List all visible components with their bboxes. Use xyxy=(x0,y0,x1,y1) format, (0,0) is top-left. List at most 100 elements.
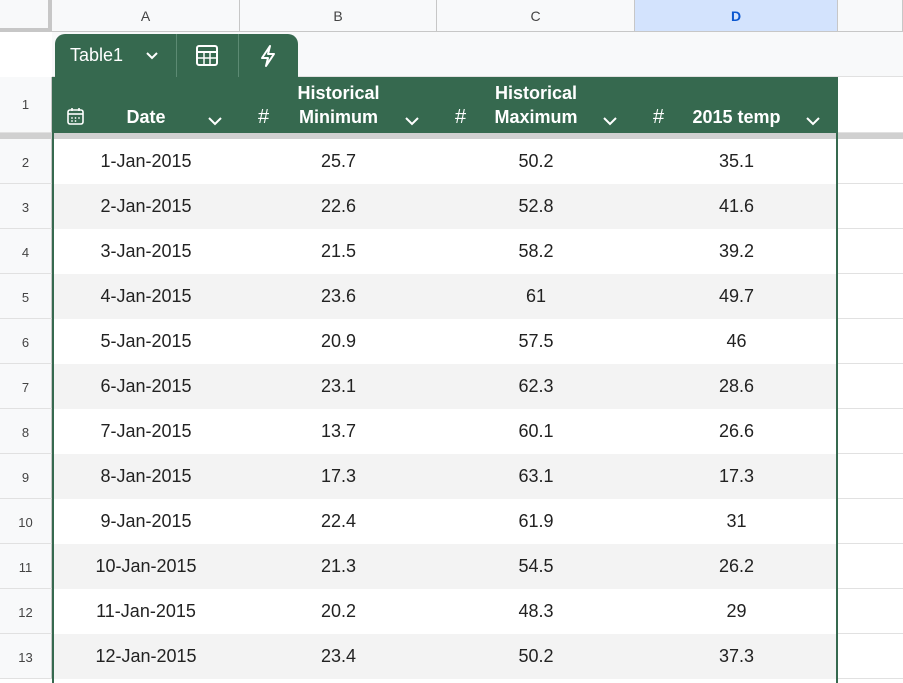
table-row xyxy=(53,544,837,589)
header-label[interactable]: Minimum xyxy=(299,107,378,127)
table-cell[interactable]: 5-Jan-2015 xyxy=(100,331,192,351)
chevron[interactable] xyxy=(805,114,821,126)
table-cell[interactable]: 48.3 xyxy=(518,601,554,621)
grid-line xyxy=(838,498,903,499)
table-cell[interactable]: 26.6 xyxy=(718,421,755,441)
table-row xyxy=(53,364,837,409)
header-label[interactable]: 2015 temp xyxy=(692,107,781,127)
table-cell[interactable]: 8-Jan-2015 xyxy=(100,466,192,486)
row-number[interactable]: 13 xyxy=(0,634,52,679)
table-cell[interactable]: 61 xyxy=(525,286,547,306)
table-cell[interactable]: 2-Jan-2015 xyxy=(100,196,192,216)
grid-line xyxy=(838,228,903,229)
table-cell[interactable]: 29 xyxy=(726,601,747,621)
grid-line xyxy=(838,588,903,589)
type-symbol: # xyxy=(258,106,270,128)
table-cell[interactable]: 22.6 xyxy=(320,196,357,216)
row-number[interactable]: 6 xyxy=(0,319,52,364)
table-cell[interactable]: 17.3 xyxy=(320,466,357,486)
table-row xyxy=(53,229,837,274)
table-cell[interactable]: 20.9 xyxy=(320,331,357,351)
table-cell[interactable]: 41.6 xyxy=(718,196,755,216)
lightning-icon[interactable] xyxy=(258,44,278,68)
table-cell[interactable]: 28.6 xyxy=(718,376,755,396)
table-cell[interactable]: 57.5 xyxy=(518,331,554,351)
table-name: Table1 xyxy=(70,45,124,65)
table-cell[interactable]: 3-Jan-2015 xyxy=(100,241,192,261)
table-tab[interactable]: Table1 xyxy=(55,34,298,77)
column-header[interactable]: D xyxy=(635,0,838,32)
grid-line xyxy=(838,318,903,319)
row-number[interactable]: 3 xyxy=(0,184,52,229)
column-header[interactable]: B xyxy=(240,0,437,32)
table-cell[interactable]: 11-Jan-2015 xyxy=(96,601,196,621)
divider xyxy=(176,34,177,77)
row-number[interactable]: 8 xyxy=(0,409,52,454)
table-cell[interactable]: 35.1 xyxy=(718,151,755,171)
row-number[interactable]: 10 xyxy=(0,499,52,544)
table-cell[interactable]: 46 xyxy=(726,331,747,351)
table-cell[interactable]: 23.6 xyxy=(320,286,357,306)
table-cell[interactable]: 21.5 xyxy=(320,241,357,261)
table-cell[interactable]: 60.1 xyxy=(518,421,554,441)
header-label[interactable]: Historical xyxy=(494,83,578,103)
table-cell[interactable]: 39.2 xyxy=(718,241,755,261)
grid-line xyxy=(838,453,903,454)
chevron[interactable] xyxy=(404,114,420,126)
table-cell[interactable]: 13.7 xyxy=(320,421,357,441)
table-cell[interactable]: 20.2 xyxy=(320,601,357,621)
table-cell[interactable]: 50.2 xyxy=(518,151,554,171)
table-cell[interactable]: 22.4 xyxy=(320,511,357,531)
grid-line xyxy=(838,633,903,634)
row-number[interactable]: 12 xyxy=(0,589,52,634)
row-number[interactable]: 9 xyxy=(0,454,52,499)
table-icon[interactable] xyxy=(195,44,221,68)
table-cell[interactable]: 21.3 xyxy=(320,556,357,576)
table-cell[interactable]: 61.9 xyxy=(518,511,554,531)
column-header[interactable]: A xyxy=(52,0,240,32)
table-cell[interactable]: 23.4 xyxy=(320,646,357,666)
row-number[interactable]: 11 xyxy=(0,544,52,589)
row-number[interactable]: 5 xyxy=(0,274,52,319)
table-cell[interactable]: 54.5 xyxy=(518,556,554,576)
table-cell[interactable]: 52.8 xyxy=(518,196,554,216)
chevron[interactable] xyxy=(602,114,618,126)
table-cell[interactable]: 25.7 xyxy=(320,151,357,171)
table-cell[interactable]: 49.7 xyxy=(718,286,755,306)
header-label[interactable]: Historical xyxy=(297,83,380,103)
table-cell[interactable]: 7-Jan-2015 xyxy=(100,421,192,441)
table-row xyxy=(53,184,837,229)
table-cell[interactable]: 63.1 xyxy=(518,466,554,486)
table-cell[interactable]: 31 xyxy=(726,511,747,531)
column-header[interactable] xyxy=(838,0,903,32)
table-cell[interactable]: 4-Jan-2015 xyxy=(100,286,192,306)
table-row xyxy=(53,499,837,544)
table-header xyxy=(52,77,838,133)
table-cell[interactable]: 9-Jan-2015 xyxy=(100,511,192,531)
table-cell[interactable]: 62.3 xyxy=(518,376,554,396)
row-number[interactable]: 2 xyxy=(0,139,52,184)
row-number[interactable]: 7 xyxy=(0,364,52,409)
chevron xyxy=(146,52,158,60)
table-cell[interactable]: 6-Jan-2015 xyxy=(100,376,192,396)
calendar-icon xyxy=(66,107,86,127)
column-header[interactable]: C xyxy=(437,0,635,32)
table-cell[interactable]: 58.2 xyxy=(518,241,554,261)
table-row xyxy=(53,454,837,499)
table-cell[interactable]: 1-Jan-2015 xyxy=(100,151,192,171)
table-border xyxy=(52,133,54,683)
type-symbol: # xyxy=(653,106,665,128)
table-cell[interactable]: 10-Jan-2015 xyxy=(95,556,197,576)
row-number[interactable]: 1 xyxy=(0,77,52,133)
chevron[interactable] xyxy=(207,114,223,126)
table-cell[interactable]: 37.3 xyxy=(718,646,755,666)
row-number[interactable]: 4 xyxy=(0,229,52,274)
table-cell[interactable]: 26.2 xyxy=(718,556,755,576)
table-cell[interactable]: 12-Jan-2015 xyxy=(95,646,197,666)
header-label[interactable]: Maximum xyxy=(494,107,578,127)
table-cell[interactable]: 50.2 xyxy=(518,646,554,666)
header-label[interactable]: Date xyxy=(126,107,166,127)
table-cell[interactable]: 17.3 xyxy=(718,466,755,486)
table-cell[interactable]: 23.1 xyxy=(320,376,357,396)
